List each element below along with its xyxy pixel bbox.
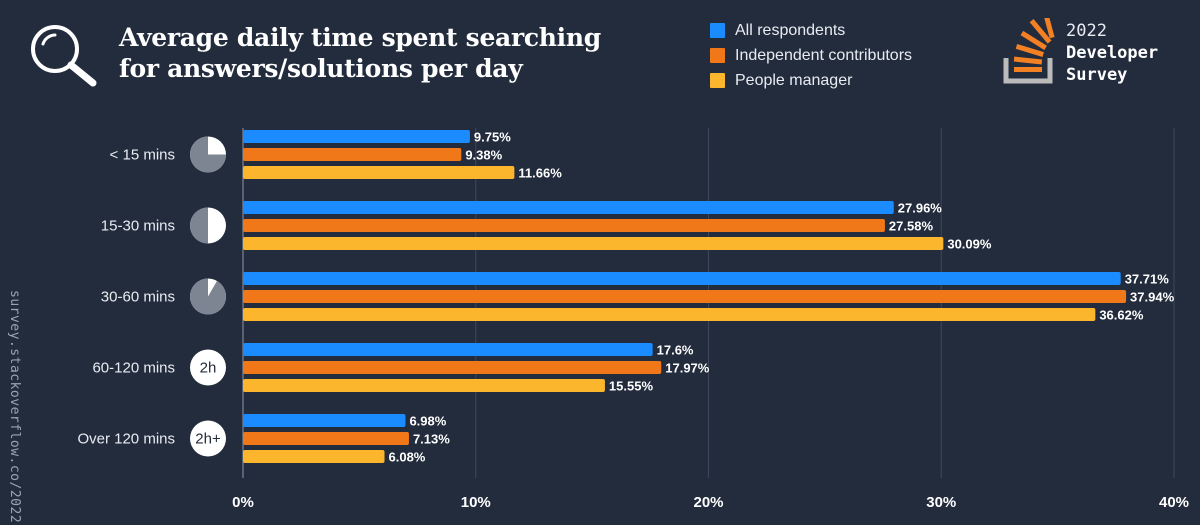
category-label: 15-30 mins [101,218,175,235]
legend: All respondents Independent contributors… [710,18,912,93]
x-tick-label: 40% [1159,494,1189,511]
bar [243,432,409,445]
category-label: Over 120 mins [77,431,175,448]
x-tick-label: 10% [461,494,491,511]
brand-line-2: Survey [1066,65,1128,85]
legend-item-all-respondents: All respondents [710,18,912,43]
legend-label: People manager [735,71,853,89]
category-label: < 15 mins [110,147,175,164]
legend-swatch-people-manager [710,73,725,88]
category-badge-text: 2h [200,360,217,377]
magnifier-icon [31,25,97,87]
brand-text: 2022 Developer Survey [1066,20,1158,86]
bar [243,379,605,392]
data-label: 30.09% [947,237,992,252]
data-label: 9.75% [474,130,511,145]
bar [243,166,515,179]
bar [243,290,1127,303]
brand-year: 2022 [1066,21,1107,41]
bar-layer: 9.75% 9.38% 11.66% 27.96% 27.58% 30.09% 37.71%… [243,130,1175,465]
category-badge-pie-fill [190,207,208,244]
bar [243,308,1096,321]
legend-item-independent-contributors: Independent contributors [710,43,912,68]
bar [243,148,462,161]
chart-title-line-1: Average daily time spent searching [119,23,601,52]
legend-label: Independent contributors [735,46,913,64]
bar [243,343,653,356]
data-label: 27.96% [898,201,943,216]
bar [243,201,894,214]
legend-swatch-independent-contributors [710,48,725,63]
legend-swatch-all-respondents [710,23,725,38]
brand-line-1: Developer [1066,43,1159,63]
data-label: 17.6% [657,343,694,358]
survey-url: survey.stackoverflow.co/2022 [7,290,22,524]
category-badge-text: 2h+ [195,431,221,448]
x-tick-label: 30% [926,494,956,511]
data-label: 9.38% [465,148,502,163]
bar [243,237,944,250]
data-label: 27.58% [889,219,934,234]
data-label: 11.66% [518,166,562,181]
data-label: 6.08% [389,450,426,465]
category-label: 60-120 mins [92,360,175,377]
stackoverflow-logo-icon [1003,18,1055,84]
bar [243,450,385,463]
bar [243,414,406,427]
x-tick-label: 20% [693,494,723,511]
category-badge-icon [190,349,226,386]
chart-title: Average daily time spent searching for a… [119,22,601,84]
bar [243,219,885,232]
data-label: 37.94% [1130,290,1175,305]
data-label: 37.71% [1125,272,1170,287]
category-badge-pie-fill [190,136,226,173]
data-label: 6.98% [409,414,446,429]
data-label: 7.13% [413,432,450,447]
x-tick-label: 0% [232,494,254,511]
category-label: 30-60 mins [101,289,175,306]
category-layer: < 15 mins 15-30 mins 30-60 mins 60-120 mins… [77,136,226,457]
chart-title-line-2: for answers/solutions per day [119,54,523,83]
data-label: 17.97% [665,361,710,376]
data-label: 15.55% [609,379,654,394]
data-label: 36.62% [1099,308,1144,323]
category-badge-icon [190,420,226,457]
category-badge-pie-fill [190,278,226,315]
bar [243,130,470,143]
legend-item-people-manager: People manager [710,68,912,93]
legend-label: All respondents [735,21,846,39]
bar [243,361,662,374]
tick-layer: 0% 10% 20% 30% 40% [232,494,1189,511]
bar [243,272,1121,285]
